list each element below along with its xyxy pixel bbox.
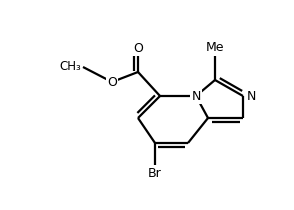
Text: CH₃: CH₃ [59,60,81,74]
Text: N: N [247,89,256,102]
Text: Br: Br [148,167,162,180]
Text: N: N [191,89,201,102]
Text: O: O [133,42,143,55]
Text: Me: Me [206,41,224,54]
Text: O: O [107,76,117,88]
